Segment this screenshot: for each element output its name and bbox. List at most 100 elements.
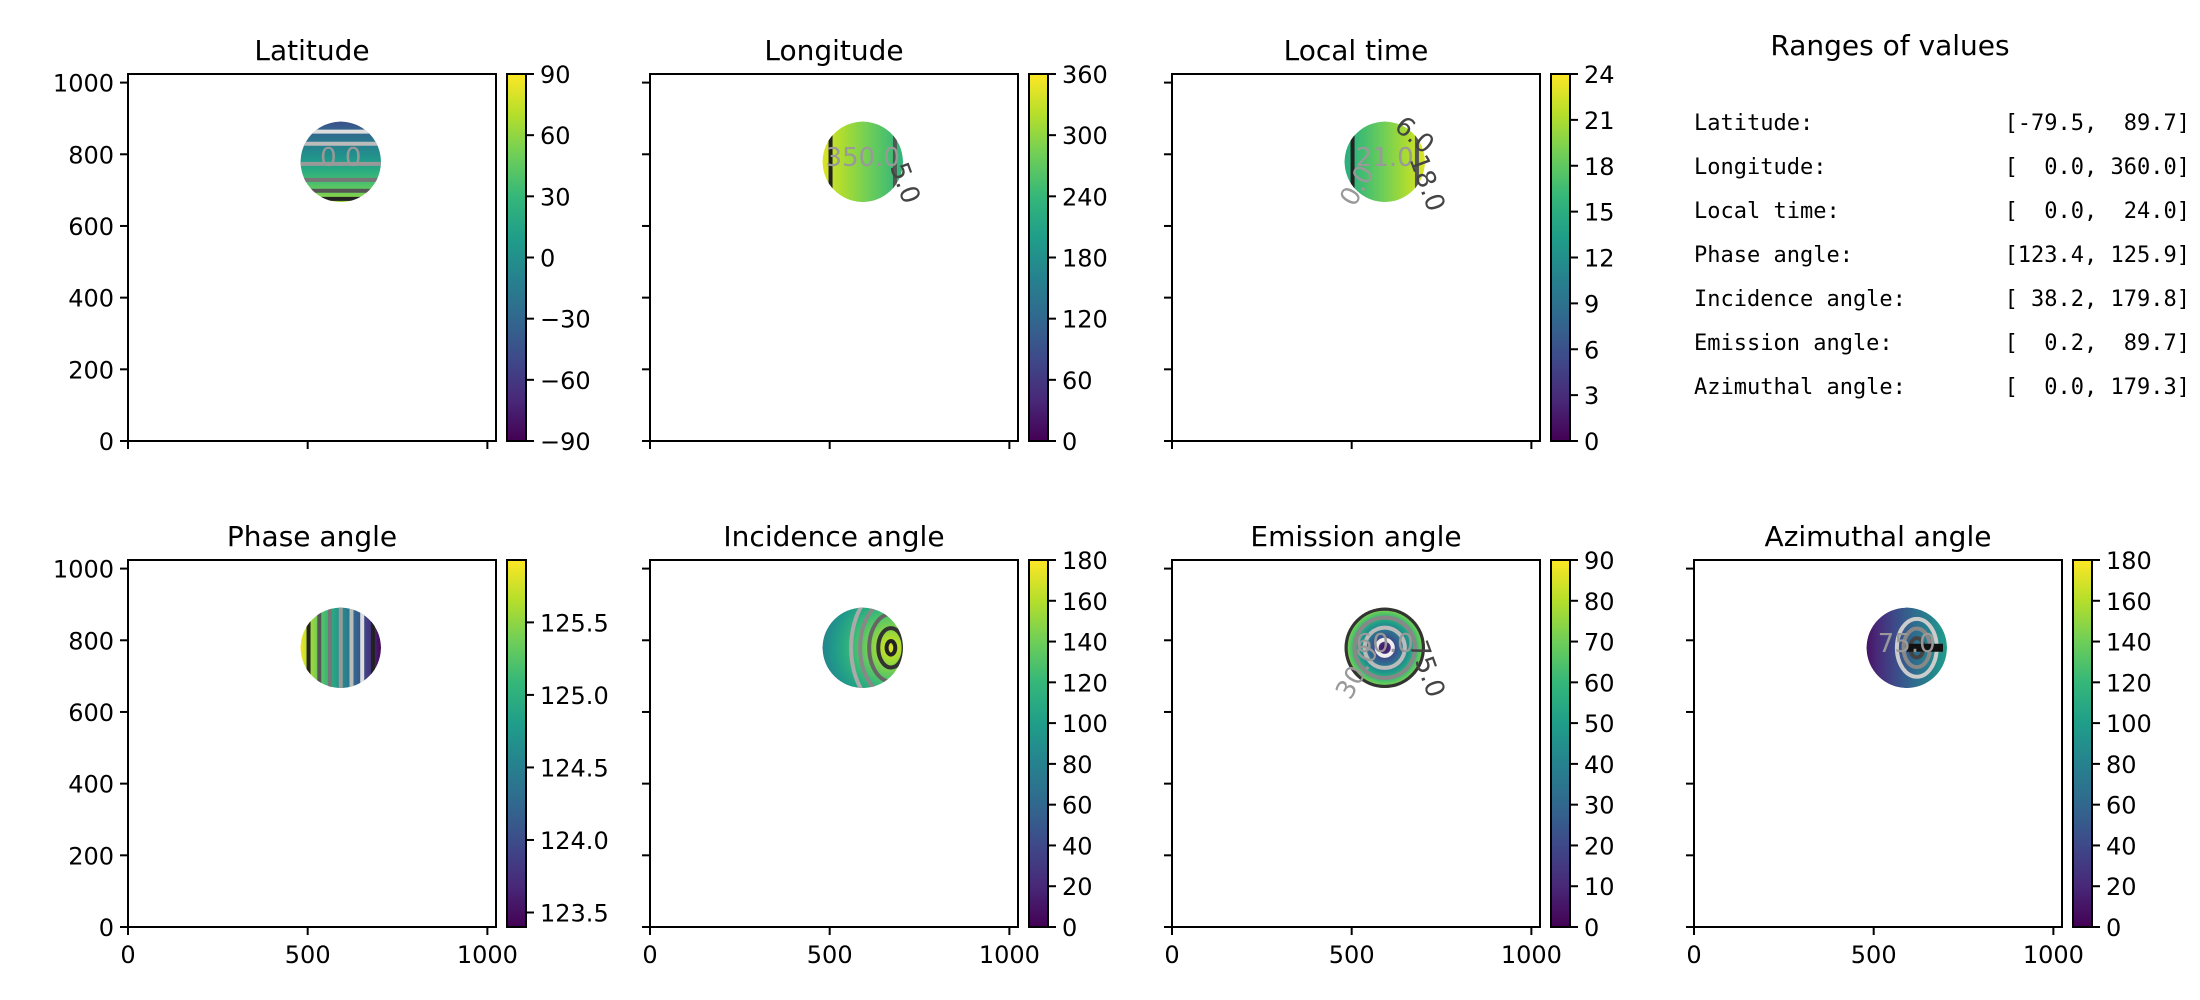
colorbar-tick-label: 100	[1062, 710, 1108, 738]
x-tick-label: 1000	[1501, 941, 1562, 969]
y-tick-label: 800	[68, 141, 114, 169]
x-tick-label: 1000	[457, 941, 518, 969]
colorbar-tick-label: 0	[1062, 428, 1077, 456]
panel-title: Incidence angle	[723, 520, 944, 553]
colorbar-tick-label: 80	[1584, 588, 1615, 616]
colorbar-tick-label: 160	[1062, 588, 1108, 616]
x-tick-label: 0	[642, 941, 657, 969]
planet-disk	[300, 607, 381, 689]
x-tick-label: 500	[807, 941, 853, 969]
axes-frame	[127, 73, 497, 442]
panel-title: Phase angle	[227, 520, 397, 553]
colorbar-tick-label: 100	[2106, 710, 2152, 738]
y-tick-label: 800	[68, 627, 114, 655]
planet-disk	[822, 607, 903, 689]
y-tick-label: 0	[99, 914, 114, 942]
colorbar-tick-label: 9	[1584, 290, 1599, 318]
x-tick-label: 500	[1329, 941, 1375, 969]
colorbar-tick-label: 124.5	[540, 754, 609, 782]
colorbar-tick-label: 10	[1584, 873, 1615, 901]
colorbar-tick-label: 60	[1062, 792, 1093, 820]
colorbar-tick-label: 0	[1062, 914, 1077, 942]
range-value: [ 0.0, 24.0]	[2005, 199, 2190, 224]
contour-line	[849, 607, 903, 689]
panel-title: Emission angle	[1250, 520, 1461, 553]
y-tick-label: 1000	[53, 70, 114, 98]
colorbar-tick-label: 24	[1584, 61, 1615, 89]
planet-disk	[300, 121, 381, 203]
y-tick-label: 600	[68, 213, 114, 241]
contour-label: 5.0	[883, 159, 925, 208]
range-row: Emission angle: [ 0.2, 89.7]	[1694, 331, 2190, 356]
colorbar-tick-label: 0	[540, 245, 555, 273]
range-label: Emission angle:	[1694, 331, 1893, 356]
contour-line	[1352, 615, 1417, 680]
colorbar-bar	[506, 73, 527, 442]
colorbar-tick-label: 360	[1062, 61, 1108, 89]
colorbar-tick-label: 0	[1584, 428, 1599, 456]
contour-label: 350.0	[826, 143, 900, 173]
colorbar-tick-label: −60	[540, 367, 591, 395]
panel-title: Latitude	[254, 34, 369, 67]
colorbar-tick-label: 90	[540, 61, 571, 89]
panel-title: Longitude	[764, 34, 903, 67]
range-label: Local time:	[1694, 199, 1840, 224]
colorbar-tick-label: 125.5	[540, 609, 609, 637]
axes-frame	[1693, 559, 2063, 928]
y-tick-label: 200	[68, 842, 114, 870]
contour-line	[1344, 607, 1425, 689]
range-value: [-79.5, 89.7]	[2005, 111, 2190, 136]
contour-label: 75.0	[1878, 629, 1936, 659]
range-row: Azimuthal angle: [ 0.0, 179.3]	[1694, 375, 2190, 400]
colorbar-bar	[1028, 73, 1049, 442]
panel-longitude: Longitude 350.05.0 360 300 240 180 120 60 0	[642, 34, 1108, 456]
colorbar-tick-label: 0	[2106, 914, 2121, 942]
contour-line	[1374, 637, 1395, 658]
colorbar-tick-label: −90	[540, 428, 591, 456]
colorbar-tick-label: 80	[2106, 751, 2137, 779]
contour-line	[858, 607, 903, 689]
range-value: [ 0.2, 89.7]	[2005, 331, 2190, 356]
colorbar-tick-label: 20	[1584, 832, 1615, 860]
colorbar-azimuthal-angle: 180 160 140 120 100 80 60 40 20 0	[2072, 547, 2152, 942]
axes-frame	[649, 73, 1019, 442]
colorbar-tick-label: 50	[1584, 710, 1615, 738]
range-row: Latitude: [-79.5, 89.7]	[1694, 111, 2190, 136]
colorbar-tick-label: 140	[1062, 629, 1108, 657]
planet-disk	[1866, 607, 1947, 689]
contour-label: 60.0	[1356, 629, 1414, 659]
disk-fill	[1344, 121, 1425, 203]
colorbar-tick-label: 80	[1062, 751, 1093, 779]
panel-phase-angle: Phase angle 0 500 1000 0 200 400 600 800 1000 125.…	[53, 520, 609, 969]
colorbar-tick-label: 3	[1584, 382, 1599, 410]
range-value: [123.4, 125.9]	[2005, 243, 2190, 268]
y-tick-label: 400	[68, 771, 114, 799]
colorbar-bar	[1028, 559, 1049, 928]
colorbar-tick-label: 30	[540, 183, 571, 211]
contour-label: 0.0	[320, 143, 361, 173]
planet-disk	[1344, 607, 1425, 689]
colorbar-bar	[506, 559, 527, 928]
y-tick-label: 600	[68, 699, 114, 727]
range-label: Azimuthal angle:	[1694, 375, 1906, 400]
x-tick-label: 500	[1851, 941, 1897, 969]
disk-fill	[822, 121, 903, 203]
panel-title: Azimuthal angle	[1765, 520, 1992, 553]
colorbar-longitude: 360 300 240 180 120 60 0	[1028, 61, 1108, 456]
panel-title: Local time	[1284, 34, 1429, 67]
axes-frame	[649, 559, 1019, 928]
range-row: Phase angle: [123.4, 125.9]	[1694, 243, 2190, 268]
range-row: Local time: [ 0.0, 24.0]	[1694, 199, 2190, 224]
colorbar-tick-label: −30	[540, 306, 591, 334]
x-tick-label: 0	[1164, 941, 1179, 969]
colorbar-tick-label: 21	[1584, 107, 1615, 135]
range-value: [ 0.0, 179.3]	[2005, 375, 2190, 400]
x-tick-label: 1000	[979, 941, 1040, 969]
colorbar-phase-angle: 125.5 125.0 124.5 124.0 123.5	[506, 559, 609, 928]
colorbar-tick-label: 240	[1062, 183, 1108, 211]
colorbar-tick-label: 40	[1584, 751, 1615, 779]
